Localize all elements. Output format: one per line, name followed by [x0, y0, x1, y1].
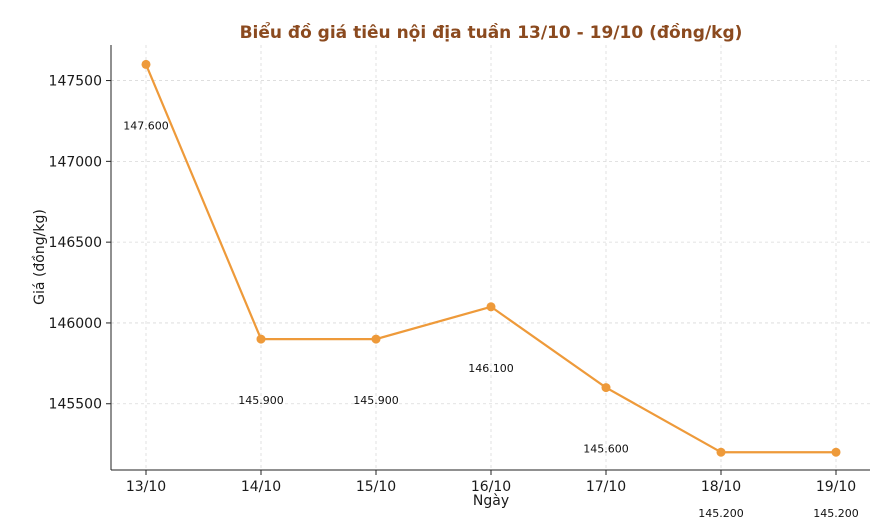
data-label: 145.200 [698, 507, 744, 520]
data-label: 145.200 [813, 507, 859, 520]
data-point [256, 334, 266, 344]
x-tick-label: 14/10 [241, 479, 281, 495]
data-label: 147.600 [123, 119, 169, 132]
data-label: 145.900 [238, 394, 284, 407]
data-point [486, 302, 496, 312]
y-tick-label: 147000 [49, 154, 102, 170]
y-ticks: 145500 146000 146500 147000 147500 [49, 74, 111, 413]
grid [111, 45, 870, 470]
data-point [601, 383, 611, 393]
data-point [831, 447, 841, 457]
x-axis-label: Ngày [473, 493, 509, 509]
data-point [716, 447, 726, 457]
data-label: 145.900 [353, 394, 399, 407]
data-label: 145.600 [583, 443, 629, 456]
data-point [141, 59, 151, 69]
x-ticks: 13/10 14/10 15/10 16/10 17/10 18/10 19/10 [126, 470, 856, 495]
data-points [141, 59, 841, 457]
data-label: 146.100 [468, 362, 514, 375]
y-tick-label: 145500 [49, 397, 102, 413]
y-tick-label: 146000 [49, 316, 102, 332]
x-tick-label: 13/10 [126, 479, 166, 495]
y-tick-label: 147500 [49, 74, 102, 90]
x-tick-label: 16/10 [471, 479, 511, 495]
x-tick-label: 19/10 [816, 479, 856, 495]
data-point [371, 334, 381, 344]
chart-title: Biểu đồ giá tiêu nội địa tuần 13/10 - 19… [240, 21, 743, 43]
x-tick-label: 15/10 [356, 479, 396, 495]
y-tick-label: 146500 [49, 235, 102, 251]
data-labels: 147.600 145.900 145.900 146.100 145.600 145.2… [123, 119, 859, 520]
y-axis-label: Giá (đồng/kg) [31, 209, 48, 305]
x-tick-label: 17/10 [586, 479, 626, 495]
x-tick-label: 18/10 [701, 479, 741, 495]
